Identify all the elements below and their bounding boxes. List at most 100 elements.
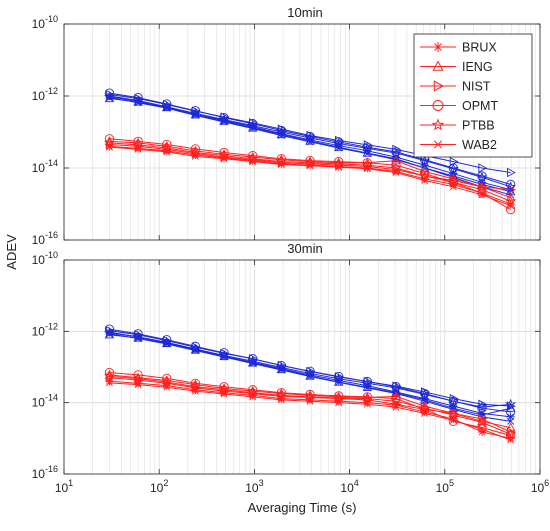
data-point-ptbb bbox=[104, 137, 115, 148]
data-point-wab2 bbox=[249, 393, 257, 401]
data-point-ptbb bbox=[161, 142, 173, 153]
series-ptbb-red bbox=[104, 137, 517, 206]
data-point-brux bbox=[162, 146, 171, 156]
data-point-nist bbox=[507, 167, 516, 178]
series-wab2-red bbox=[105, 143, 515, 210]
data-point-brux bbox=[420, 160, 429, 170]
legend-label: WAB2 bbox=[462, 138, 497, 152]
legend-entry-opmt: OPMT bbox=[420, 99, 498, 113]
data-point-ptbb bbox=[275, 361, 287, 373]
data-point-ptbb bbox=[476, 184, 488, 195]
data-point-ptbb bbox=[419, 388, 431, 400]
data-point-opmt bbox=[505, 407, 516, 417]
axes-frame-30min bbox=[63, 259, 541, 475]
y-tick-label: 10-12 bbox=[32, 321, 58, 338]
data-point-wab2 bbox=[134, 381, 142, 389]
data-point-brux bbox=[363, 163, 372, 173]
data-point-wab2 bbox=[220, 118, 228, 126]
y-tick-label: 10-14 bbox=[32, 158, 58, 175]
data-point-wab2 bbox=[277, 161, 285, 168]
legend-marker-circle bbox=[432, 100, 444, 111]
data-point-brux bbox=[219, 116, 229, 125]
data-point-ptbb bbox=[419, 170, 431, 181]
data-point-brux bbox=[420, 174, 429, 184]
data-point-wab2 bbox=[249, 360, 257, 368]
data-point-ptbb bbox=[361, 377, 373, 388]
ticks-10min: 10-10 10-12 10-14 10-16 bbox=[32, 14, 541, 247]
legend-entry-nist: NIST bbox=[420, 80, 491, 94]
data-point-wab2 bbox=[163, 340, 171, 348]
data-point-wab2 bbox=[163, 148, 171, 156]
data-point-ptbb bbox=[476, 416, 488, 427]
data-point-ptbb bbox=[304, 132, 316, 143]
x-tick-label: 101 bbox=[55, 478, 73, 495]
data-point-nist bbox=[249, 388, 258, 399]
data-point-ptbb bbox=[419, 402, 431, 413]
data-point-wab2 bbox=[134, 145, 142, 153]
legend-marker-triangle-up bbox=[432, 60, 444, 71]
x-tick-label: 104 bbox=[340, 478, 358, 495]
data-point-opmt bbox=[190, 106, 201, 116]
data-point-brux bbox=[449, 414, 458, 424]
data-point-wab2 bbox=[507, 436, 515, 444]
data-point-opmt bbox=[505, 204, 516, 215]
data-point-ptbb bbox=[333, 392, 345, 403]
data-point-wab2 bbox=[449, 183, 457, 191]
y-tick-label: 10-10 bbox=[32, 14, 58, 31]
data-point-ptbb bbox=[275, 155, 287, 167]
data-point-ptbb bbox=[333, 158, 345, 169]
data-point-brux bbox=[449, 169, 458, 178]
data-point-brux bbox=[506, 199, 515, 209]
data-point-wab2 bbox=[392, 403, 400, 411]
data-point-wab2 bbox=[105, 143, 113, 151]
data-point-ptbb bbox=[104, 327, 115, 338]
y-axis-label: ADEV bbox=[4, 234, 19, 270]
data-point-brux bbox=[420, 394, 429, 403]
data-point-wab2 bbox=[134, 99, 142, 107]
series-layer-10min bbox=[104, 88, 517, 215]
data-point-brux bbox=[334, 162, 343, 171]
data-point-opmt bbox=[276, 360, 287, 371]
data-point-brux bbox=[105, 376, 114, 386]
data-point-wab2 bbox=[191, 347, 199, 354]
legend-box bbox=[413, 33, 533, 158]
data-point-brux bbox=[219, 388, 229, 397]
data-point-ptbb bbox=[104, 370, 115, 381]
data-point-wab2 bbox=[363, 165, 371, 173]
data-point-wab2 bbox=[363, 400, 371, 408]
series-line bbox=[109, 92, 511, 185]
series-line bbox=[109, 142, 511, 202]
legend-marker-x bbox=[433, 140, 443, 149]
data-point-wab2 bbox=[105, 330, 113, 338]
data-point-wab2 bbox=[363, 384, 371, 392]
y-tick-label: 10-12 bbox=[32, 86, 58, 103]
data-point-brux bbox=[391, 400, 401, 410]
legend-entry-ieng: IENG bbox=[420, 60, 493, 74]
data-point-ieng bbox=[362, 147, 373, 157]
series-line bbox=[109, 332, 511, 408]
series-line bbox=[109, 372, 511, 436]
data-point-wab2 bbox=[478, 425, 486, 433]
data-point-brux bbox=[248, 358, 257, 367]
data-point-ptbb bbox=[304, 391, 316, 402]
data-point-brux bbox=[105, 327, 114, 337]
data-point-ptbb bbox=[190, 146, 201, 158]
data-point-brux bbox=[506, 434, 515, 443]
data-point-brux bbox=[248, 122, 257, 131]
data-point-nist bbox=[134, 375, 144, 385]
legend-marker-pentagram bbox=[431, 118, 445, 131]
data-point-brux bbox=[449, 401, 458, 411]
data-point-ptbb bbox=[361, 142, 373, 153]
data-point-wab2 bbox=[335, 378, 343, 386]
series-line bbox=[109, 375, 511, 435]
data-point-ptbb bbox=[361, 392, 373, 404]
series-wab2-blue bbox=[105, 330, 515, 425]
data-point-wab2 bbox=[105, 94, 113, 102]
data-point-opmt bbox=[162, 335, 172, 345]
data-point-ptbb bbox=[247, 387, 259, 398]
data-point-wab2 bbox=[191, 111, 199, 119]
data-point-nist bbox=[191, 383, 201, 393]
data-point-ptbb bbox=[161, 376, 173, 387]
data-point-ptbb bbox=[275, 389, 287, 400]
